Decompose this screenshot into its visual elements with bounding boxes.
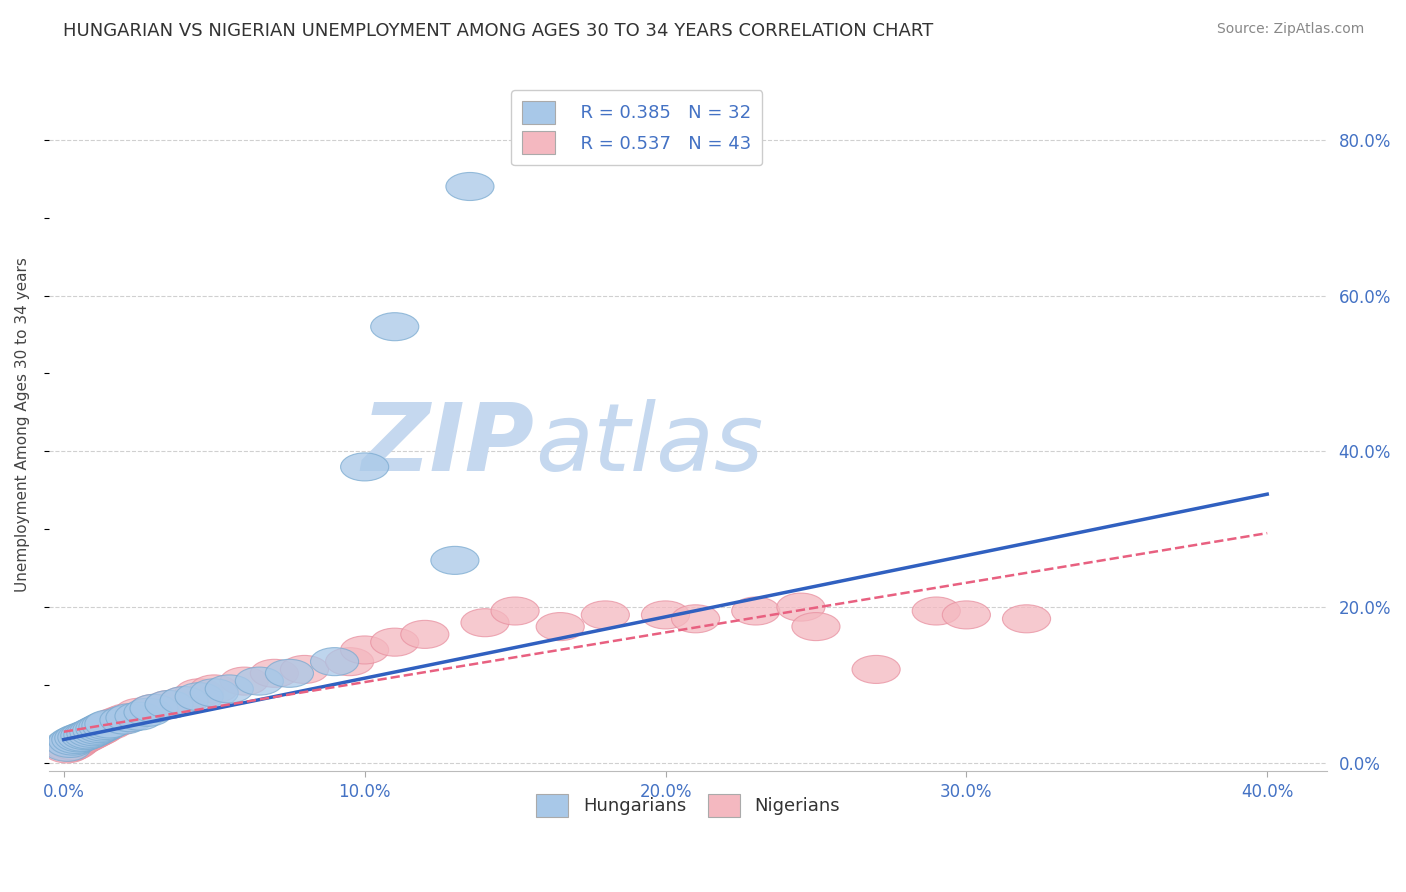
Ellipse shape xyxy=(371,628,419,657)
Ellipse shape xyxy=(103,704,150,731)
Ellipse shape xyxy=(311,648,359,675)
Ellipse shape xyxy=(461,608,509,637)
Ellipse shape xyxy=(205,675,253,703)
Ellipse shape xyxy=(79,713,127,741)
Ellipse shape xyxy=(84,710,134,738)
Ellipse shape xyxy=(491,597,538,625)
Ellipse shape xyxy=(250,659,298,688)
Legend: Hungarians, Nigerians: Hungarians, Nigerians xyxy=(529,787,848,824)
Ellipse shape xyxy=(84,712,134,739)
Ellipse shape xyxy=(176,679,224,706)
Ellipse shape xyxy=(76,716,124,744)
Ellipse shape xyxy=(190,675,238,703)
Ellipse shape xyxy=(97,706,145,734)
Ellipse shape xyxy=(55,724,103,752)
Ellipse shape xyxy=(76,714,124,743)
Ellipse shape xyxy=(63,723,112,750)
Ellipse shape xyxy=(266,659,314,688)
Ellipse shape xyxy=(340,636,388,664)
Text: Source: ZipAtlas.com: Source: ZipAtlas.com xyxy=(1216,22,1364,37)
Ellipse shape xyxy=(641,601,689,629)
Ellipse shape xyxy=(1002,605,1050,632)
Ellipse shape xyxy=(326,648,374,675)
Ellipse shape xyxy=(235,667,284,695)
Text: atlas: atlas xyxy=(534,400,763,491)
Ellipse shape xyxy=(46,730,94,757)
Ellipse shape xyxy=(55,727,103,756)
Ellipse shape xyxy=(67,721,115,749)
Ellipse shape xyxy=(129,694,179,723)
Ellipse shape xyxy=(536,613,585,640)
Ellipse shape xyxy=(49,727,97,756)
Ellipse shape xyxy=(942,601,990,629)
Text: ZIP: ZIP xyxy=(361,399,534,491)
Ellipse shape xyxy=(401,620,449,648)
Ellipse shape xyxy=(340,453,388,481)
Text: HUNGARIAN VS NIGERIAN UNEMPLOYMENT AMONG AGES 30 TO 34 YEARS CORRELATION CHART: HUNGARIAN VS NIGERIAN UNEMPLOYMENT AMONG… xyxy=(63,22,934,40)
Ellipse shape xyxy=(91,708,139,737)
Ellipse shape xyxy=(778,593,825,621)
Ellipse shape xyxy=(371,313,419,341)
Ellipse shape xyxy=(67,719,115,747)
Ellipse shape xyxy=(912,597,960,625)
Ellipse shape xyxy=(176,682,224,711)
Ellipse shape xyxy=(792,613,839,640)
Ellipse shape xyxy=(60,724,108,752)
Ellipse shape xyxy=(115,698,163,726)
Ellipse shape xyxy=(73,718,121,746)
Ellipse shape xyxy=(129,694,179,723)
Ellipse shape xyxy=(731,597,780,625)
Ellipse shape xyxy=(430,547,479,574)
Ellipse shape xyxy=(42,733,91,762)
Ellipse shape xyxy=(79,714,127,742)
Ellipse shape xyxy=(672,605,720,632)
Ellipse shape xyxy=(124,698,172,726)
Ellipse shape xyxy=(52,730,100,757)
Ellipse shape xyxy=(160,687,208,714)
Ellipse shape xyxy=(115,702,163,731)
Ellipse shape xyxy=(58,723,105,751)
Ellipse shape xyxy=(581,601,630,629)
Ellipse shape xyxy=(49,731,97,760)
Ellipse shape xyxy=(46,733,94,762)
Ellipse shape xyxy=(73,716,121,744)
Ellipse shape xyxy=(145,690,193,718)
Ellipse shape xyxy=(145,690,193,718)
Ellipse shape xyxy=(852,656,900,683)
Ellipse shape xyxy=(70,718,118,746)
Ellipse shape xyxy=(190,679,238,706)
Y-axis label: Unemployment Among Ages 30 to 34 years: Unemployment Among Ages 30 to 34 years xyxy=(15,257,30,591)
Ellipse shape xyxy=(60,722,108,749)
Ellipse shape xyxy=(58,725,105,754)
Ellipse shape xyxy=(280,656,329,683)
Ellipse shape xyxy=(105,704,155,731)
Ellipse shape xyxy=(42,735,91,763)
Ellipse shape xyxy=(70,719,118,747)
Ellipse shape xyxy=(82,712,129,739)
Ellipse shape xyxy=(100,706,148,734)
Ellipse shape xyxy=(63,721,112,749)
Ellipse shape xyxy=(160,687,208,714)
Ellipse shape xyxy=(221,667,269,695)
Ellipse shape xyxy=(446,172,494,201)
Ellipse shape xyxy=(52,725,100,754)
